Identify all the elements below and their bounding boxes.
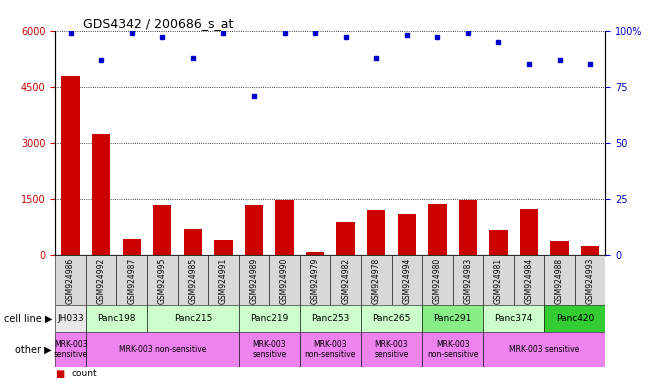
Bar [275, 200, 294, 255]
Text: MRK-003
non-sensitive: MRK-003 non-sensitive [305, 340, 356, 359]
Text: GSM924985: GSM924985 [188, 258, 197, 304]
Bar [490, 230, 508, 255]
Bar [117, 255, 147, 305]
Text: GSM924979: GSM924979 [311, 258, 320, 304]
Text: GSM924992: GSM924992 [97, 258, 105, 304]
Bar [398, 214, 416, 255]
Bar [239, 332, 300, 367]
Text: GSM924978: GSM924978 [372, 258, 381, 304]
Bar [147, 255, 178, 305]
Text: Panc265: Panc265 [372, 314, 411, 323]
Text: Panc215: Panc215 [174, 314, 212, 323]
Bar [544, 255, 575, 305]
Bar [544, 305, 605, 332]
Bar [483, 255, 514, 305]
Bar [300, 255, 330, 305]
Text: JH033: JH033 [57, 314, 84, 323]
Bar [483, 305, 544, 332]
Bar [239, 305, 300, 332]
Bar [147, 305, 239, 332]
Bar [239, 255, 270, 305]
Text: GSM924993: GSM924993 [586, 258, 594, 304]
Text: GSM924991: GSM924991 [219, 258, 228, 304]
Bar [514, 255, 544, 305]
Text: Panc253: Panc253 [311, 314, 350, 323]
Bar [422, 305, 483, 332]
Text: GSM924983: GSM924983 [464, 258, 473, 304]
Bar [86, 305, 147, 332]
Bar [214, 240, 232, 255]
Bar [550, 241, 569, 255]
Bar [428, 204, 447, 255]
Bar [306, 252, 324, 255]
Text: GSM924987: GSM924987 [127, 258, 136, 304]
Text: cell line ▶: cell line ▶ [4, 314, 52, 324]
Bar [300, 332, 361, 367]
Text: GSM924982: GSM924982 [341, 258, 350, 304]
Bar [92, 134, 110, 255]
Text: MRK-003
sensitive: MRK-003 sensitive [53, 340, 88, 359]
Bar [361, 332, 422, 367]
Bar [86, 255, 117, 305]
Bar [153, 205, 171, 255]
Bar [55, 255, 86, 305]
Bar [55, 305, 86, 332]
Text: GSM924980: GSM924980 [433, 258, 442, 304]
Bar [270, 255, 300, 305]
Bar [245, 205, 263, 255]
Bar [367, 210, 385, 255]
Text: GDS4342 / 200686_s_at: GDS4342 / 200686_s_at [83, 17, 233, 30]
Bar [459, 200, 477, 255]
Bar [55, 332, 86, 367]
Bar [184, 229, 202, 255]
Bar [581, 246, 600, 255]
Text: MRK-003
sensitive: MRK-003 sensitive [252, 340, 286, 359]
Text: MRK-003 non-sensitive: MRK-003 non-sensitive [118, 345, 206, 354]
Bar [422, 255, 452, 305]
Text: GSM924989: GSM924989 [249, 258, 258, 304]
Bar [422, 332, 483, 367]
Text: Panc291: Panc291 [434, 314, 472, 323]
Bar [391, 255, 422, 305]
Text: MRK-003 sensitive: MRK-003 sensitive [509, 345, 579, 354]
Text: GSM924995: GSM924995 [158, 258, 167, 304]
Bar [483, 332, 605, 367]
Text: ■: ■ [55, 369, 64, 379]
Text: Panc374: Panc374 [495, 314, 533, 323]
Bar [330, 255, 361, 305]
Text: Panc420: Panc420 [556, 314, 594, 323]
Bar [208, 255, 239, 305]
Text: GSM924994: GSM924994 [402, 258, 411, 304]
Bar [61, 76, 80, 255]
Text: GSM924984: GSM924984 [525, 258, 534, 304]
Bar [575, 255, 605, 305]
Bar [178, 255, 208, 305]
Bar [361, 305, 422, 332]
Bar [300, 305, 361, 332]
Text: GSM924990: GSM924990 [280, 258, 289, 304]
Text: count: count [72, 369, 97, 377]
Text: Panc198: Panc198 [97, 314, 135, 323]
Text: Panc219: Panc219 [250, 314, 288, 323]
Bar [122, 239, 141, 255]
Text: MRK-003
sensitive: MRK-003 sensitive [374, 340, 409, 359]
Bar [452, 255, 483, 305]
Text: GSM924986: GSM924986 [66, 258, 75, 304]
Text: MRK-003
non-sensitive: MRK-003 non-sensitive [427, 340, 478, 359]
Bar [337, 222, 355, 255]
Bar [361, 255, 391, 305]
Text: GSM924981: GSM924981 [494, 258, 503, 304]
Text: GSM924988: GSM924988 [555, 258, 564, 304]
Bar [520, 209, 538, 255]
Bar [86, 332, 239, 367]
Text: other ▶: other ▶ [16, 344, 52, 354]
